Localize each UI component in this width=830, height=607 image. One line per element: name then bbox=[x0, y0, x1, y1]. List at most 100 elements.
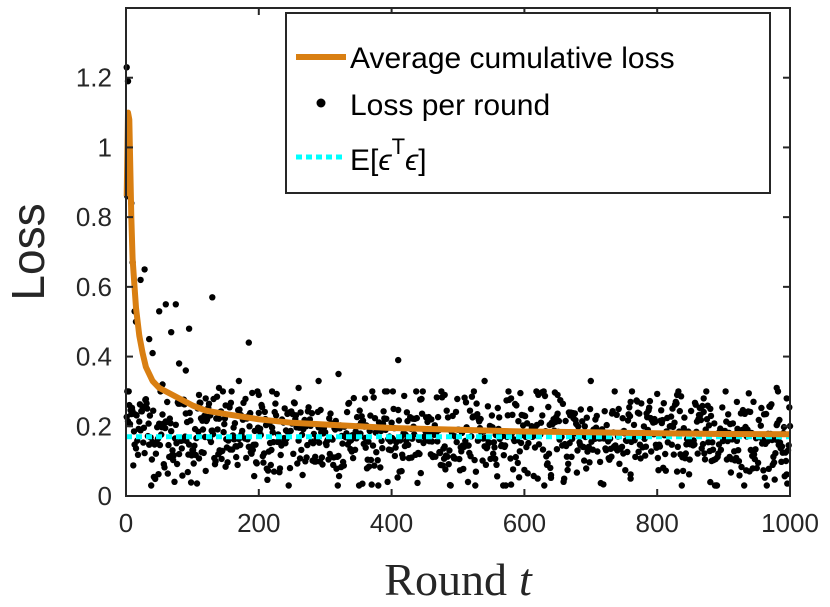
loss-point bbox=[303, 454, 310, 461]
loss-point bbox=[472, 468, 480, 475]
loss-point bbox=[539, 446, 547, 453]
loss-point bbox=[202, 395, 209, 402]
loss-point bbox=[521, 412, 529, 420]
loss-point bbox=[172, 301, 179, 308]
loss-point bbox=[707, 478, 714, 486]
loss-point bbox=[377, 464, 384, 471]
loss-point bbox=[638, 400, 645, 407]
loss-point bbox=[637, 455, 644, 462]
loss-point bbox=[178, 445, 185, 452]
loss-point bbox=[760, 467, 767, 474]
loss-point bbox=[765, 465, 772, 472]
loss-point bbox=[213, 393, 221, 400]
loss-point bbox=[308, 410, 316, 417]
loss-point bbox=[534, 475, 541, 482]
loss-point bbox=[444, 453, 451, 460]
loss-point bbox=[507, 455, 514, 462]
loss-point bbox=[395, 406, 402, 414]
loss-point bbox=[513, 402, 520, 409]
loss-point bbox=[234, 461, 241, 469]
loss-point bbox=[482, 461, 490, 468]
loss-point bbox=[462, 399, 470, 406]
legend-noise-eps2: ϵ bbox=[405, 144, 419, 177]
loss-point bbox=[502, 482, 509, 489]
loss-point bbox=[159, 411, 166, 418]
loss-point bbox=[564, 466, 571, 474]
loss-point bbox=[395, 417, 403, 424]
y-tick-label: 0.6 bbox=[76, 272, 112, 302]
loss-point bbox=[447, 482, 454, 489]
loss-point bbox=[553, 446, 561, 453]
loss-point bbox=[339, 440, 346, 447]
loss-point bbox=[673, 391, 681, 399]
loss-point bbox=[264, 476, 271, 483]
loss-point bbox=[616, 460, 623, 467]
loss-point bbox=[276, 465, 284, 472]
loss-point bbox=[362, 444, 369, 451]
loss-point bbox=[733, 398, 741, 406]
loss-point bbox=[579, 418, 586, 425]
loss-point bbox=[770, 459, 778, 466]
loss-point bbox=[182, 367, 189, 374]
loss-point bbox=[778, 443, 786, 450]
loss-point bbox=[399, 454, 407, 461]
loss-point bbox=[523, 420, 531, 427]
loss-point bbox=[545, 450, 553, 457]
loss-point bbox=[272, 412, 280, 419]
loss-point bbox=[367, 456, 375, 464]
loss-point bbox=[662, 467, 669, 474]
loss-point bbox=[568, 453, 575, 460]
loss-point bbox=[253, 460, 260, 467]
loss-point bbox=[527, 405, 535, 413]
x-axis-label-var: t bbox=[519, 554, 533, 605]
loss-point bbox=[442, 466, 449, 473]
loss-point bbox=[545, 403, 552, 411]
loss-point bbox=[738, 463, 745, 471]
loss-point bbox=[335, 472, 343, 480]
loss-point bbox=[772, 450, 779, 457]
loss-point bbox=[144, 405, 151, 412]
loss-point bbox=[417, 469, 424, 477]
loss-point bbox=[460, 465, 467, 473]
loss-point bbox=[434, 413, 442, 421]
x-axis-label: Round t bbox=[384, 554, 533, 605]
loss-point bbox=[464, 478, 472, 486]
axes-box bbox=[125, 7, 791, 497]
loss-point bbox=[334, 482, 341, 489]
loss-point bbox=[501, 442, 509, 449]
loss-point bbox=[190, 460, 197, 467]
loss-point bbox=[365, 463, 373, 470]
loss-point bbox=[541, 482, 548, 489]
loss-point bbox=[642, 452, 649, 459]
loss-point bbox=[487, 455, 494, 463]
loss-point bbox=[264, 467, 272, 474]
loss-point bbox=[193, 480, 201, 487]
loss-point bbox=[187, 479, 195, 486]
loss-point bbox=[161, 464, 168, 471]
loss-point bbox=[319, 461, 326, 468]
loss-point bbox=[286, 464, 294, 472]
loss-point bbox=[401, 392, 408, 400]
loss-point bbox=[195, 455, 203, 462]
loss-point bbox=[535, 441, 543, 448]
loss-point bbox=[290, 450, 297, 457]
loss-point bbox=[335, 370, 342, 378]
legend-box bbox=[285, 12, 771, 194]
loss-point bbox=[434, 438, 441, 445]
legend-label-avg: Average cumulative loss bbox=[350, 42, 675, 75]
loss-point bbox=[574, 447, 581, 454]
loss-point bbox=[391, 452, 399, 460]
loss-point bbox=[490, 450, 497, 457]
loss-point bbox=[700, 408, 707, 416]
loss-point bbox=[782, 457, 790, 465]
loss-point bbox=[403, 409, 411, 416]
loss-point bbox=[252, 441, 259, 448]
loss-point bbox=[559, 400, 567, 407]
loss-point bbox=[327, 410, 334, 417]
loss-point bbox=[243, 454, 250, 462]
loss-point bbox=[525, 439, 532, 447]
loss-point bbox=[727, 469, 735, 476]
loss-point bbox=[140, 424, 148, 431]
loss-point bbox=[662, 450, 669, 458]
